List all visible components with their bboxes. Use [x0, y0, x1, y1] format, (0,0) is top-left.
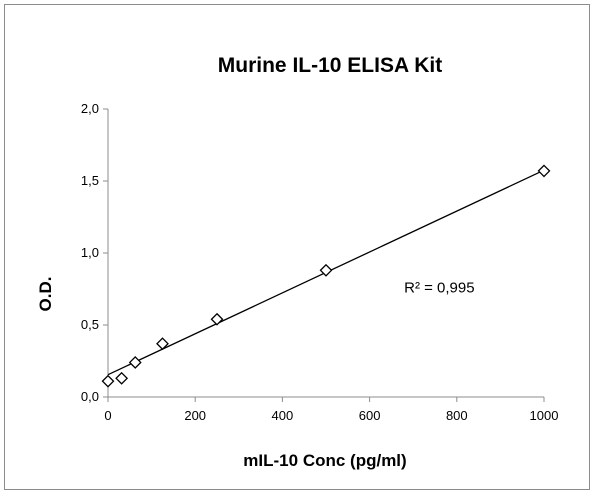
- x-tick-label: 0: [104, 408, 111, 423]
- axes: 0,0 0,5 1,0 1,5 2,0 0 200 400 600 800 1000: [81, 101, 559, 423]
- data-point: [537, 164, 551, 178]
- chart-title: Murine IL-10 ELISA Kit: [218, 54, 442, 77]
- y-axis-label: O.D.: [36, 277, 55, 312]
- y-tick-label: 0,0: [81, 389, 99, 404]
- chart-frame: Murine IL-10 ELISA Kit O.D. mIL-10 Conc …: [4, 4, 590, 490]
- data-point: [101, 374, 115, 388]
- y-tick-label: 1,0: [81, 245, 99, 260]
- data-point: [319, 263, 333, 277]
- x-tick-label: 400: [272, 408, 294, 423]
- x-tick-label: 200: [184, 408, 206, 423]
- chart: Murine IL-10 ELISA Kit O.D. mIL-10 Conc …: [36, 54, 559, 470]
- data-point: [210, 312, 224, 326]
- data-point: [156, 337, 169, 351]
- x-axis-label: mIL-10 Conc (pg/ml): [243, 451, 406, 470]
- y-tick-label: 0,5: [81, 317, 99, 332]
- x-tick-label: 800: [446, 408, 468, 423]
- x-tick-label: 1000: [530, 408, 559, 423]
- data-points: [101, 164, 551, 388]
- y-tick-label: 1,5: [81, 173, 99, 188]
- data-point: [115, 371, 129, 385]
- r-squared-label: R² = 0,995: [404, 280, 474, 297]
- annotations: R² = 0,995: [404, 280, 474, 297]
- x-tick-label: 600: [359, 408, 381, 423]
- data-point: [128, 356, 142, 369]
- y-tick-label: 2,0: [81, 101, 99, 116]
